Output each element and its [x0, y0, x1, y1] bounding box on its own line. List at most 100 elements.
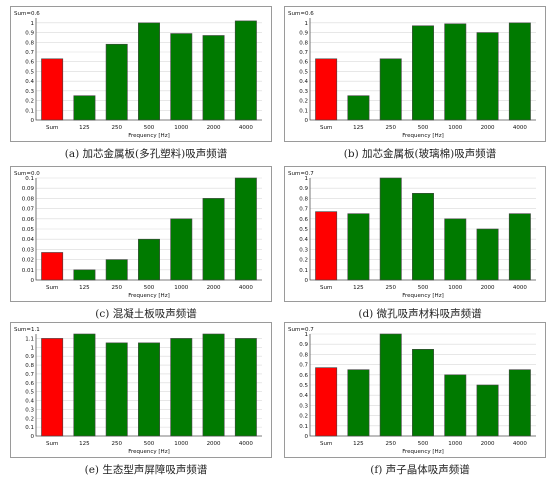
x-tick-label: Sum — [320, 441, 332, 447]
x-tick-label: 4000 — [239, 441, 253, 447]
bar-500 — [412, 25, 434, 121]
x-tick-label: 2000 — [481, 285, 495, 291]
y-tick-label: 0.9 — [299, 186, 308, 192]
bar-1000 — [170, 33, 193, 121]
bar-chart-a: Sum=0.6 0 0.1 0.2 0.3 0.4 0.5 0.6 0.7 0.8 0.9 1 Sum 1… — [14, 11, 262, 139]
x-tick-label: 250 — [111, 285, 122, 291]
chart-caption-e: (e) 生态型声屏障吸声频谱 — [84, 464, 208, 476]
bar-chart-e: Sum=1.1 0 0.1 0.2 0.3 0.4 0.5 0.6 0.7 0.8 0.9 1 1.1 S… — [14, 327, 262, 455]
bar-2000 — [476, 32, 499, 121]
y-tick-label: 0.03 — [22, 247, 35, 253]
chart-title: Sum=0.7 — [288, 327, 314, 333]
bar-250 — [379, 177, 402, 281]
bar-Sum — [315, 367, 338, 437]
bar-4000 — [234, 338, 257, 437]
bar-500 — [138, 22, 160, 121]
y-tick-label: 0.1 — [25, 176, 34, 182]
y-tick-label: 0.5 — [25, 390, 34, 396]
y-tick-label: 0.6 — [299, 217, 308, 223]
y-tick-label: 0.2 — [299, 414, 308, 420]
x-tick-label: Sum — [46, 125, 58, 131]
bar-4000 — [234, 177, 257, 281]
bar-125 — [347, 95, 370, 121]
y-tick-label: 0.8 — [25, 40, 34, 46]
y-tick-label: 0.6 — [299, 60, 308, 66]
chart-title: Sum=0.7 — [288, 171, 314, 177]
y-tick-label: 0.6 — [299, 373, 308, 379]
chart-caption-f: (f) 声子晶体吸声频谱 — [370, 464, 470, 476]
x-tick-label: 125 — [79, 441, 90, 447]
bar-1000 — [170, 218, 193, 281]
x-tick-label: Sum — [320, 125, 332, 131]
chart-caption-c: (c) 混凝土板吸声频谱 — [95, 308, 197, 320]
y-tick-label: 0 — [31, 118, 35, 124]
bar-2000 — [476, 228, 499, 281]
y-tick-label: 0.1 — [25, 425, 34, 431]
y-tick-label: 0 — [31, 278, 35, 284]
x-tick-label: 500 — [418, 125, 429, 131]
x-tick-label: 4000 — [239, 285, 253, 291]
x-tick-label: 500 — [144, 125, 155, 131]
x-tick-label: 2000 — [481, 441, 495, 447]
y-tick-label: 0.2 — [25, 416, 34, 422]
bar-250 — [379, 333, 402, 437]
x-tick-label: 4000 — [513, 125, 527, 131]
chart-panel-a: Sum=0.6 0 0.1 0.2 0.3 0.4 0.5 0.6 0.7 0.8 0.9 1 Sum 1… — [10, 6, 282, 164]
x-tick-label: 125 — [353, 441, 364, 447]
x-tick-label: 1000 — [448, 125, 462, 131]
x-tick-label: 500 — [418, 441, 429, 447]
x-tick-label: 2000 — [481, 125, 495, 131]
x-tick-label: 2000 — [207, 441, 221, 447]
x-axis-title: Frequency [Hz] — [128, 293, 169, 299]
bar-2000 — [202, 198, 225, 281]
x-tick-label: 500 — [418, 285, 429, 291]
x-tick-label: 250 — [385, 285, 396, 291]
x-tick-label: 500 — [144, 441, 155, 447]
bar-500 — [412, 192, 434, 281]
x-tick-label: 2000 — [207, 125, 221, 131]
bar-chart-f: Sum=0.7 0 0.1 0.2 0.3 0.4 0.5 0.6 0.7 0.8 0.9 1 Sum 1… — [288, 327, 536, 455]
bar-4000 — [508, 213, 531, 281]
y-tick-label: 0.7 — [299, 50, 308, 56]
x-tick-label: 250 — [111, 125, 122, 131]
y-tick-label: 0.1 — [299, 268, 308, 274]
y-tick-label: 0.1 — [299, 108, 308, 114]
bar-1000 — [170, 338, 193, 437]
y-tick-label: 0.5 — [299, 227, 308, 233]
chart-title: Sum=0.6 — [288, 11, 314, 17]
y-tick-label: 0 — [31, 434, 35, 440]
x-tick-label: Sum — [46, 285, 58, 291]
y-tick-label: 0.7 — [25, 50, 34, 56]
chart-title: Sum=0.6 — [14, 11, 40, 17]
y-tick-label: 0.3 — [25, 407, 34, 413]
y-tick-label: 0.4 — [299, 393, 308, 399]
bar-125 — [73, 95, 96, 121]
x-axis-title: Frequency [Hz] — [402, 449, 443, 455]
x-tick-label: 1000 — [174, 285, 188, 291]
chart-panel-e: Sum=1.1 0 0.1 0.2 0.3 0.4 0.5 0.6 0.7 0.8 0.9 1 1.1 S… — [10, 322, 282, 480]
bar-Sum — [315, 211, 338, 281]
bar-Sum — [315, 58, 338, 121]
y-tick-label: 0.6 — [25, 60, 34, 66]
x-tick-label: 500 — [144, 285, 155, 291]
bar-1000 — [444, 218, 467, 281]
bar-Sum — [41, 252, 64, 281]
x-axis-title: Frequency [Hz] — [128, 449, 169, 455]
x-tick-label: 4000 — [513, 441, 527, 447]
y-tick-label: 0.7 — [25, 372, 34, 378]
y-tick-label: 0.3 — [25, 89, 34, 95]
y-tick-label: 0.1 — [25, 108, 34, 114]
y-tick-label: 0.2 — [299, 258, 308, 264]
bar-4000 — [508, 22, 531, 121]
y-tick-label: 0.01 — [22, 268, 34, 274]
bar-125 — [73, 333, 96, 437]
bar-Sum — [41, 338, 64, 437]
x-axis-title: Frequency [Hz] — [402, 293, 443, 299]
y-tick-label: 0.9 — [25, 354, 34, 360]
bar-2000 — [476, 384, 499, 437]
y-tick-label: 0.05 — [22, 227, 35, 233]
bar-chart-b: Sum=0.6 0 0.1 0.2 0.3 0.4 0.5 0.6 0.7 0.8 0.9 1 Sum 1… — [288, 11, 536, 139]
y-tick-label: 0.7 — [299, 207, 308, 213]
y-tick-label: 0.4 — [25, 79, 34, 85]
y-tick-label: 0.8 — [299, 196, 308, 202]
